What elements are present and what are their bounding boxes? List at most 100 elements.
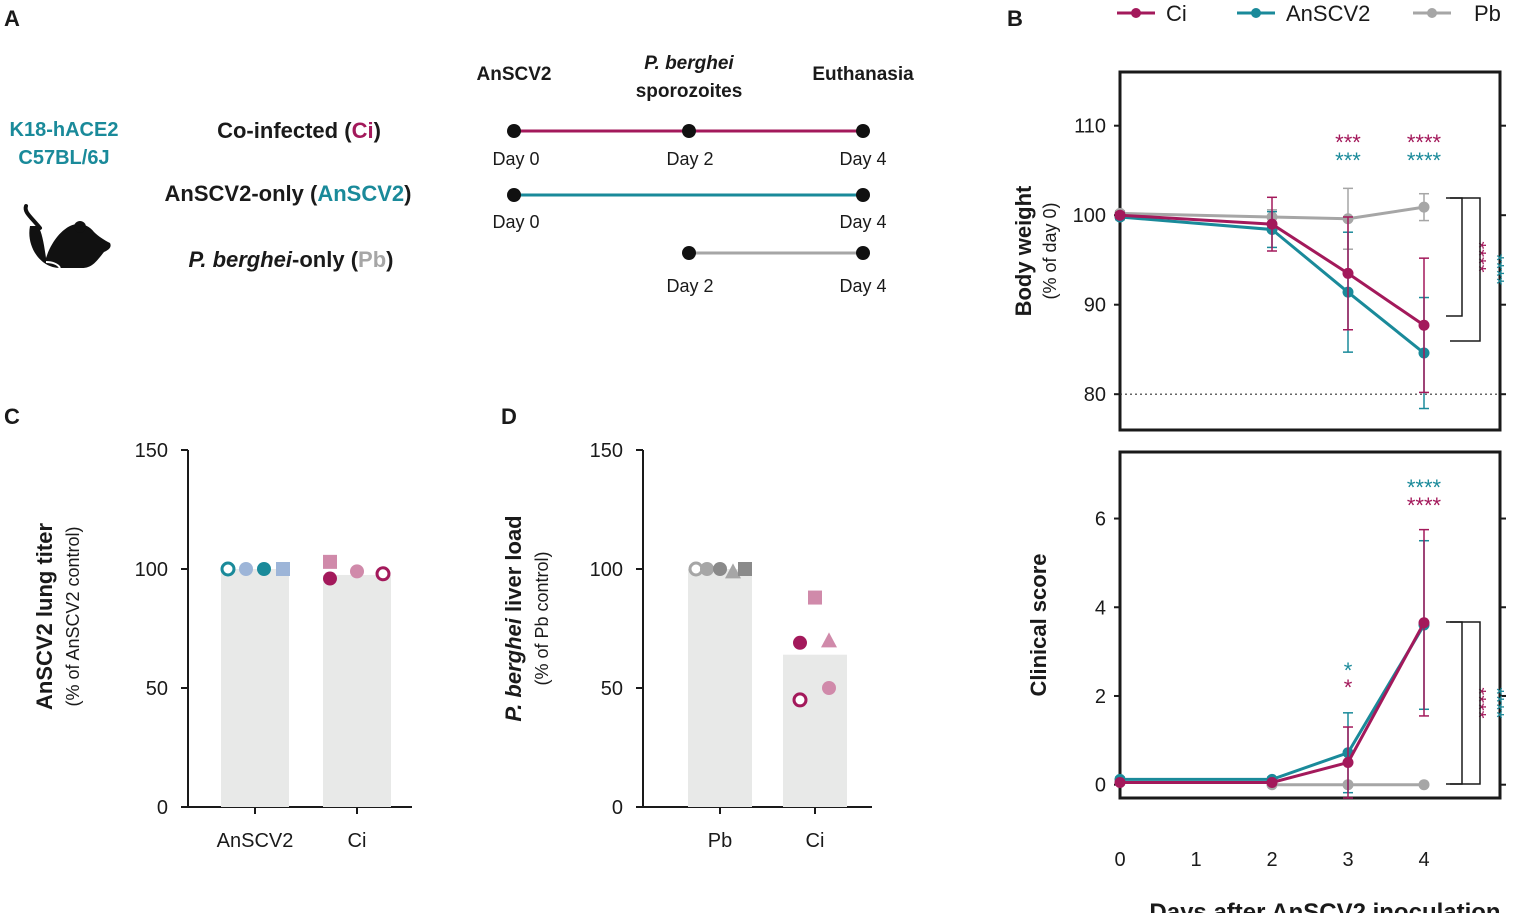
bracket-line	[1450, 621, 1481, 785]
replicate-point	[239, 562, 253, 576]
significance-star: ****	[1407, 148, 1442, 173]
y-tick-label: 2	[1095, 686, 1106, 708]
y-axis-title-italic: P. berghei	[501, 617, 526, 721]
plot-lung-titer: 0 50 100 150 AnSCV2 Ci AnSCV2 lung titer (% of …	[32, 440, 412, 852]
significance-star: ***	[1335, 130, 1361, 155]
timeline-ci-day4-label: Day 4	[839, 149, 886, 169]
bracket-line	[1450, 197, 1481, 342]
legend-label-anscv2: AnSCV2	[1286, 1, 1370, 26]
replicate-point	[350, 564, 364, 579]
B-top-frame	[1118, 70, 1502, 432]
data-point	[1266, 218, 1278, 230]
legend-marker-ci	[1131, 8, 1141, 18]
replicate-point	[323, 554, 337, 569]
bracket-stars: ****	[1485, 687, 1507, 718]
x-tick-label: Pb	[708, 830, 732, 852]
significance-star: ****	[1407, 493, 1442, 518]
replicate-point	[375, 566, 391, 582]
series-line-pb	[1119, 205, 1425, 221]
y-tick-label: 4	[1095, 597, 1106, 619]
series-line-anscv2	[1120, 624, 1426, 781]
legend-marker-pb	[1427, 8, 1437, 18]
timeline-anscv2-dot-day0	[507, 188, 521, 202]
timeline-pb-day2-label: Day 2	[666, 276, 713, 296]
significance-bracket: ****	[1450, 197, 1507, 342]
series-line-anscv2	[1119, 215, 1425, 355]
mouse-tail	[23, 204, 42, 230]
mouse-strain-line-1: K18-hACE2	[10, 119, 119, 141]
data-point	[1418, 779, 1430, 791]
data-point	[1418, 617, 1430, 629]
y-tick-label: 80	[1084, 384, 1106, 406]
bracket-stars: ****	[1467, 687, 1489, 718]
mouse-icon	[23, 204, 111, 269]
x-tick-label: 1	[1190, 849, 1201, 871]
y-tick-label: 100	[1073, 205, 1106, 227]
replicate-point	[821, 632, 837, 648]
mouse-strain-line-2: C57BL/6J	[18, 147, 109, 169]
y-axis-subtitle: (% of Pb control)	[532, 551, 552, 685]
panel-d: D 0 50 100 150 Pb Ci P. berghei liver load (% o…	[501, 404, 872, 852]
significance-star: ****	[1407, 475, 1442, 500]
data-point	[1418, 201, 1430, 213]
mouse-leg	[45, 261, 61, 269]
replicate-point	[725, 563, 741, 579]
x-tick-label: 4	[1418, 849, 1429, 871]
plot-liver-load: 0 50 100 150 Pb Ci P. berghei liver load (% of …	[501, 440, 872, 852]
replicate-point	[793, 635, 807, 650]
plot-clinical-score: 0 2 4 6 0 1 2 3 4 Days after AnSCV2 inoculation Cl…	[1026, 450, 1507, 913]
data-point	[1342, 757, 1354, 769]
replicate-point	[808, 590, 822, 605]
event-header-euthanasia: Euthanasia	[812, 64, 914, 85]
y-tick-label: 0	[1095, 775, 1106, 797]
replicate-point	[257, 562, 271, 576]
legend-item-pb: Pb	[1413, 1, 1501, 26]
panel-label-c: C	[4, 404, 20, 429]
timeline-anscv2-day0-label: Day 0	[492, 212, 539, 232]
y-tick-label: 90	[1084, 295, 1106, 317]
x-tick-label: Ci	[806, 830, 825, 852]
y-tick-label: 150	[590, 440, 623, 462]
event-header-sporozoites: sporozoites	[636, 81, 743, 102]
replicate-point	[738, 562, 752, 576]
series-line-ci	[1120, 622, 1426, 784]
B-bottom-frame	[1118, 450, 1502, 800]
timeline-anscv2-day4-label: Day 4	[839, 212, 886, 232]
series-ci	[1114, 196, 1430, 394]
y-axis-subtitle: (% of day 0)	[1040, 202, 1060, 299]
timeline-ci: Day 0 Day 2 Day 4	[492, 124, 887, 169]
x-tick-label: AnSCV2	[217, 830, 294, 852]
timeline-ci-dot-day2	[682, 124, 696, 138]
group-name-ci: Co-infected (Ci)	[217, 118, 381, 143]
series-anscv2	[1114, 539, 1430, 794]
y-tick-label: 110	[1074, 116, 1106, 138]
legend-item-ci: Ci	[1117, 1, 1187, 26]
series-ci	[1114, 528, 1430, 799]
bar-pb	[688, 569, 752, 807]
data-point	[1114, 209, 1126, 221]
panel-label-d: D	[501, 404, 517, 429]
significance-star: *	[1344, 658, 1353, 683]
significance-bracket: ****	[1450, 621, 1507, 785]
bar-anscv2	[221, 569, 289, 807]
replicate-point	[220, 561, 236, 577]
series-line-ci	[1119, 213, 1425, 327]
legend-label-ci: Ci	[1166, 1, 1187, 26]
replicate-point	[713, 562, 727, 576]
panel-label-b: B	[1007, 6, 1023, 31]
event-header-anscv2: AnSCV2	[477, 64, 552, 85]
group-name-anscv2: AnSCV2-only (AnSCV2)	[165, 181, 412, 206]
x-tick-label: 2	[1266, 849, 1277, 871]
bracket-line	[1446, 197, 1463, 317]
event-header-pberghei: P. berghei	[644, 53, 734, 74]
timeline-ci-dot-day4	[856, 124, 870, 138]
y-tick-label: 6	[1095, 509, 1106, 531]
y-axis-title: P. berghei liver load	[501, 515, 526, 721]
panel-c: C 0 50 100 150 AnSCV2 Ci AnSCV2 lung titer (% o…	[4, 404, 412, 852]
y-axis-title-rest: liver load	[501, 515, 526, 618]
mouse-ear	[74, 221, 86, 233]
x-tick-label: Ci	[348, 830, 367, 852]
